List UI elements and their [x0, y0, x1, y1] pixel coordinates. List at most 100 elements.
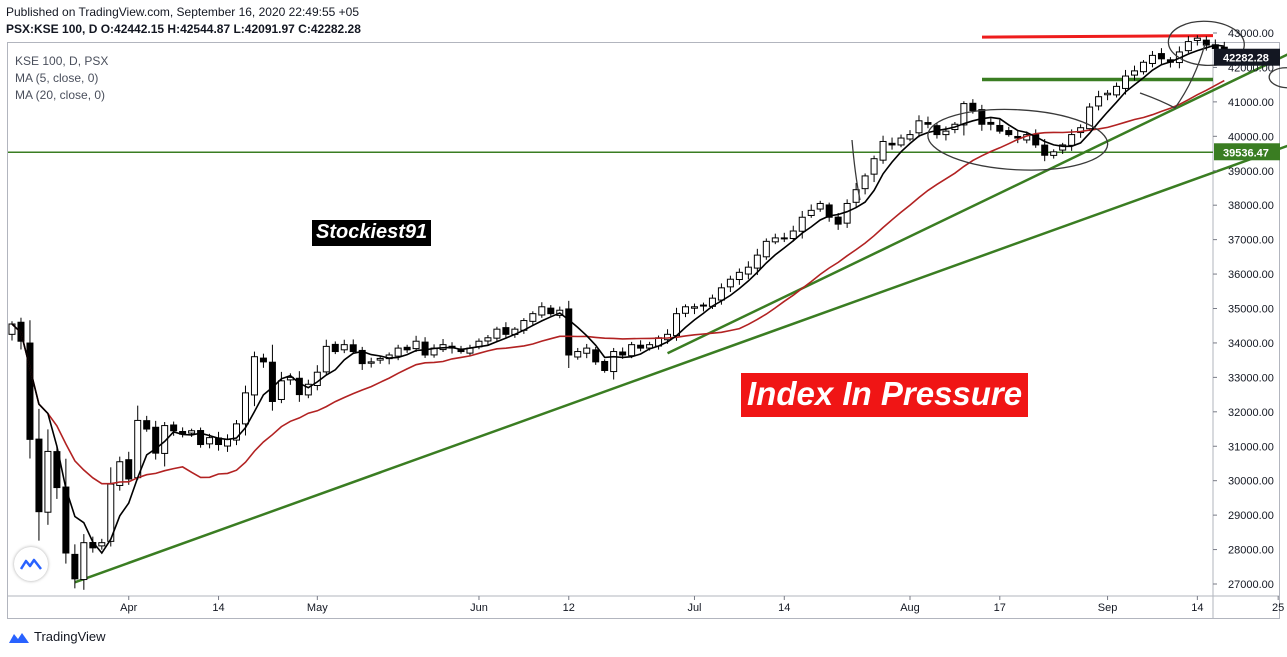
candle[interactable] [1086, 103, 1094, 131]
candle[interactable] [340, 339, 348, 354]
candle[interactable] [224, 434, 232, 452]
candle[interactable] [906, 130, 914, 142]
candle[interactable] [529, 311, 537, 326]
candle[interactable] [610, 347, 618, 380]
candle[interactable] [80, 534, 88, 590]
candle[interactable] [116, 456, 124, 491]
candle[interactable] [98, 538, 106, 550]
candle[interactable] [179, 427, 187, 438]
candle[interactable] [277, 371, 285, 404]
candle[interactable] [250, 351, 258, 407]
candle[interactable] [35, 408, 43, 541]
candle[interactable] [268, 344, 276, 411]
candle[interactable] [780, 232, 788, 243]
candle[interactable] [233, 419, 240, 446]
candle[interactable] [637, 340, 645, 352]
candle[interactable] [843, 199, 851, 228]
candle[interactable] [1193, 35, 1201, 46]
candle[interactable] [358, 346, 366, 370]
candle[interactable] [1068, 129, 1076, 151]
candle[interactable] [1131, 65, 1138, 81]
candle[interactable] [26, 320, 34, 459]
candle[interactable] [466, 344, 474, 356]
candle[interactable] [170, 421, 178, 436]
candle[interactable] [1122, 69, 1130, 95]
candle[interactable] [439, 338, 447, 352]
candle[interactable] [367, 357, 375, 368]
candle[interactable] [601, 359, 609, 373]
candle[interactable] [1157, 48, 1165, 65]
candle[interactable] [699, 302, 707, 312]
candle[interactable] [53, 446, 61, 499]
freehand-curve[interactable] [1139, 43, 1206, 109]
candle[interactable] [538, 302, 546, 318]
candle[interactable] [502, 322, 510, 338]
candle[interactable] [421, 337, 429, 358]
candle[interactable] [403, 344, 411, 353]
candle[interactable] [978, 104, 986, 131]
candle[interactable] [1059, 142, 1067, 154]
candle[interactable] [493, 326, 501, 342]
candle[interactable] [834, 213, 842, 230]
candle[interactable] [71, 544, 79, 589]
candle[interactable] [583, 343, 591, 359]
candle[interactable] [861, 173, 869, 195]
candle[interactable] [322, 339, 330, 376]
candle[interactable] [349, 339, 357, 355]
candle[interactable] [753, 248, 761, 275]
candle[interactable] [1139, 60, 1147, 75]
freehand-stroke[interactable] [851, 139, 861, 201]
candle[interactable] [690, 303, 698, 315]
consolidation-circle[interactable] [926, 105, 1109, 174]
candle[interactable] [412, 335, 420, 352]
candle[interactable] [143, 415, 151, 432]
candle[interactable] [789, 225, 797, 242]
top-circle[interactable] [1167, 19, 1245, 67]
candle[interactable] [511, 327, 519, 338]
candle[interactable] [915, 115, 923, 138]
footer-brand[interactable]: TradingView [34, 629, 106, 644]
legend-ma20[interactable]: MA (20, close, 0) [15, 88, 106, 102]
candle[interactable] [295, 371, 303, 402]
candle[interactable] [682, 304, 689, 318]
ma20-line[interactable] [11, 79, 1225, 485]
support-price-label[interactable]: 39536.47 [1223, 147, 1269, 159]
candle[interactable] [1014, 130, 1022, 144]
candle[interactable] [484, 335, 492, 346]
candle[interactable] [430, 344, 438, 358]
candle[interactable] [1032, 129, 1040, 148]
candle[interactable] [161, 422, 169, 467]
candle[interactable] [1184, 36, 1192, 54]
candle[interactable] [134, 405, 142, 480]
candle[interactable] [565, 300, 573, 369]
candle[interactable] [62, 458, 70, 564]
candle[interactable] [574, 347, 582, 360]
legend-ma5[interactable]: MA (5, close, 0) [15, 71, 99, 85]
candle[interactable] [888, 137, 896, 150]
candle[interactable] [259, 353, 267, 368]
candle[interactable] [331, 341, 339, 355]
candle[interactable] [879, 135, 887, 164]
steep-trendline[interactable] [666, 33, 1287, 355]
candle[interactable] [726, 275, 734, 292]
candle[interactable] [1050, 149, 1058, 159]
ma5-line[interactable] [11, 44, 1225, 555]
candle[interactable] [628, 341, 636, 359]
candle[interactable] [152, 420, 160, 460]
candle[interactable] [762, 238, 770, 260]
candle[interactable] [197, 427, 205, 448]
candle[interactable] [744, 261, 752, 280]
candle[interactable] [376, 355, 384, 364]
candle[interactable] [1113, 82, 1121, 98]
candle[interactable] [825, 202, 833, 222]
long-trendline[interactable] [74, 136, 1287, 584]
candle[interactable] [215, 431, 223, 451]
candle[interactable] [1041, 139, 1049, 162]
candle[interactable] [870, 155, 878, 183]
tradingview-logo-button[interactable] [14, 547, 48, 581]
candle[interactable] [304, 379, 312, 399]
candle[interactable] [547, 305, 555, 316]
candle[interactable] [44, 429, 52, 525]
last-price-label[interactable]: 42282.28 [1223, 53, 1269, 65]
